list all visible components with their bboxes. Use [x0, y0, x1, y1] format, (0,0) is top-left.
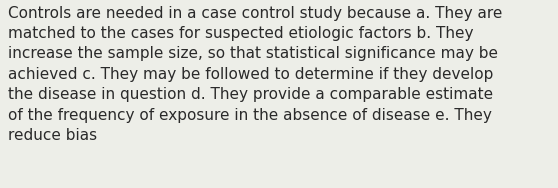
- Text: Controls are needed in a case control study because a. They are
matched to the c: Controls are needed in a case control st…: [8, 6, 503, 143]
